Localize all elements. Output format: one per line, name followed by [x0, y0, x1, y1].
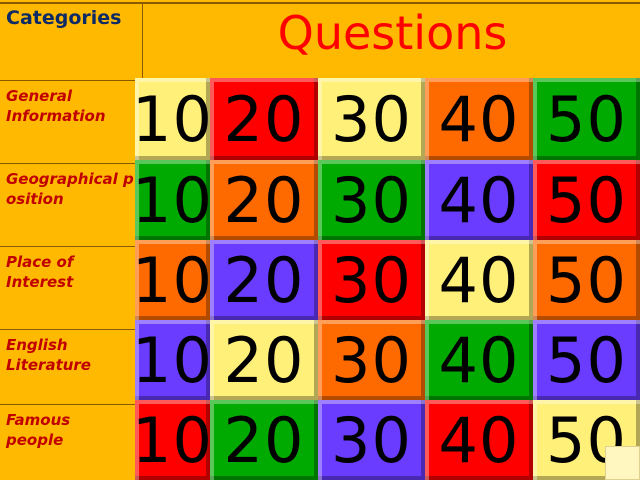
question-tile[interactable]: 50	[533, 240, 640, 320]
question-tile[interactable]: 40	[425, 320, 533, 400]
question-tile[interactable]: 10	[135, 240, 210, 320]
slide-corner-box	[605, 446, 640, 480]
question-tile[interactable]: 30	[318, 400, 425, 480]
page-title: Questions	[277, 6, 508, 60]
question-tile[interactable]: 30	[318, 78, 425, 160]
question-tile[interactable]: 40	[425, 160, 533, 240]
question-tile[interactable]: 20	[210, 400, 318, 480]
row-divider	[0, 329, 142, 330]
question-tile[interactable]: 50	[533, 320, 640, 400]
question-tile[interactable]: 20	[210, 160, 318, 240]
row-divider	[0, 246, 142, 247]
question-tile[interactable]: 20	[210, 240, 318, 320]
category-english-literature: English Literature	[6, 336, 91, 374]
row-divider	[0, 163, 142, 164]
question-tile[interactable]: 10	[135, 160, 210, 240]
question-tile[interactable]: 20	[210, 320, 318, 400]
question-tile[interactable]: 30	[318, 320, 425, 400]
question-tile[interactable]: 50	[533, 78, 640, 160]
category-general-information: General Information	[6, 87, 106, 125]
question-tile[interactable]: 10	[135, 320, 210, 400]
question-tile[interactable]: 40	[425, 240, 533, 320]
question-tile[interactable]: 50	[533, 400, 640, 480]
question-tile[interactable]: 10	[135, 78, 210, 160]
category-place-of-interest: Place of Interest	[6, 253, 74, 291]
question-tile[interactable]: 50	[533, 160, 640, 240]
category-geographical-position: Geographical position	[6, 170, 134, 208]
question-tile[interactable]: 30	[318, 160, 425, 240]
question-tile[interactable]: 10	[135, 400, 210, 480]
question-tile[interactable]: 40	[425, 400, 533, 480]
table-divider	[142, 4, 143, 80]
row-divider	[0, 404, 142, 405]
question-tile[interactable]: 40	[425, 78, 533, 160]
categories-header: Categories	[6, 7, 122, 29]
row-divider	[0, 80, 142, 81]
question-tile[interactable]: 20	[210, 78, 318, 160]
question-tile[interactable]: 30	[318, 240, 425, 320]
table-border-top	[0, 2, 640, 4]
category-famous-people: Famous people	[6, 411, 71, 449]
